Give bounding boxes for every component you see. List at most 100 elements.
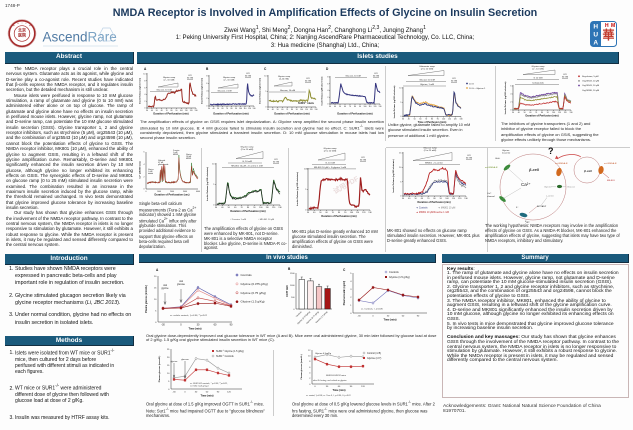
svg-text:0: 0 [184,392,186,394]
svg-text:70: 70 [425,119,427,121]
svg-text:Insulin Release (ng/islet·min): Insulin Release (ng/islet·min) [139,78,142,105]
svg-text:(2 to 25 mM): (2 to 25 mM) [424,149,437,152]
svg-text:Controls: Controls [241,273,253,277]
svg-text:A: A [144,67,147,71]
svg-text:40: 40 [272,109,274,111]
svg-text:H: H [605,23,609,29]
svg-text:5: 5 [155,310,157,312]
svg-text:130: 130 [570,112,573,114]
svg-text:2: 2 [309,378,311,380]
svg-text:0: 0 [309,384,311,386]
svg-text:6: 6 [327,83,328,85]
svg-text:30: 30 [326,386,329,388]
svg-text:華: 華 [602,27,614,42]
svg-text:80: 80 [541,112,543,114]
svg-text:Duration of Perifusation (min): Duration of Perifusation (min) [274,113,309,116]
svg-text:120: 120 [310,109,313,111]
svg-text:K⁺: K⁺ [516,206,519,209]
svg-text:KCl: KCl [374,73,378,75]
svg-text:120: 120 [190,110,193,112]
svg-text:Glucose, 10 mM: Glucose, 10 mM [280,90,295,92]
svg-text:KCl: KCl [188,75,192,77]
svg-text:SUR1-/- islets: SUR1-/- islets [298,101,315,105]
svg-text:Glycine ramp: Glycine ramp [532,65,546,68]
svg-text:120: 120 [227,392,231,394]
svg-text:50: 50 [524,112,526,114]
svg-text:1000: 1000 [290,285,295,287]
svg-text:120: 120 [272,207,276,209]
svg-text:G, 10 mM: G, 10 mM [242,161,252,163]
svg-text:60: 60 [206,392,209,394]
svg-text:4: 4 [309,373,311,375]
svg-text:50: 50 [319,212,322,214]
svg-text:Glycine ramp: Glycine ramp [223,76,236,79]
svg-text:Glucose ramp: Glucose ramp [423,147,437,150]
svg-text:Org24598, 10 μM: Org24598, 10 μM [582,89,599,92]
svg-text:30: 30 [387,316,390,318]
svg-text:60: 60 [421,198,424,200]
svg-text:Duration of Perifusation (min): Duration of Perifusation (min) [153,113,188,116]
svg-text:6: 6 [206,83,207,85]
svg-text:oral: oral [163,284,167,287]
svg-text:50: 50 [277,109,279,111]
svg-text:0: 0 [213,205,215,207]
svg-text:Glucose, 4 mM: Glucose, 4 mM [218,91,232,93]
svg-text:30: 30 [146,110,148,112]
svg-text:D: D [326,67,329,71]
svg-text:60: 60 [529,112,531,114]
svg-text:Insulin Release (ng/120 islets: Insulin Release (ng/120 islets/min) [296,172,299,206]
svg-text:130: 130 [379,106,382,108]
svg-text:Time (min): Time (min) [200,394,213,398]
svg-text:Glycine (n=7): Glycine (n=7) [367,357,381,360]
svg-text:130: 130 [315,109,318,111]
svg-text:80: 80 [338,212,341,214]
svg-text:·: · [14,44,15,46]
svg-text:40: 40 [408,198,411,200]
svg-text:80: 80 [431,119,433,121]
svg-text:30 mM: 30 mM [373,75,380,77]
svg-text:100: 100 [239,108,242,110]
svg-text:110: 110 [452,198,456,200]
svg-text:110: 110 [558,112,561,114]
svg-text:Duration of Perifusation (min): Duration of Perifusation (min) [230,210,265,213]
svg-text:30 mM: 30 mM [562,76,569,78]
svg-text:Duration of Perifusation (min): Duration of Perifusation (min) [337,113,372,116]
svg-text:0: 0 [400,196,402,198]
svg-text:▲ MK801 10 μM/D-serine 1 mM: ▲ MK801 10 μM/D-serine 1 mM [416,211,449,214]
svg-text:AscendRare: AscendRare [43,30,117,45]
svg-text:0.1 μM: 0.1 μM [158,162,164,164]
svg-text:90: 90 [344,212,347,214]
svg-text:70: 70 [166,110,168,112]
svg-text:Glucose, 10 mM: Glucose, 10 mM [156,90,171,92]
svg-text:10: 10 [308,356,311,358]
svg-text:0: 0 [510,110,511,112]
svg-text:50: 50 [339,106,341,108]
svg-text:glucose: glucose [177,284,186,286]
svg-text:2: 2 [144,176,145,178]
svg-text:Duration of Perifusation (min): Duration of Perifusation (min) [321,215,356,218]
svg-text:10: 10 [399,88,401,90]
svg-text:A: A [156,268,159,272]
svg-text:10: 10 [154,299,157,301]
svg-text:70: 70 [240,207,243,209]
svg-text:Insulin Release (ng/islet·min): Insulin Release (ng/islet·min) [259,78,262,105]
svg-text:80: 80 [354,106,356,108]
svg-text:◆: ◆ [29,24,31,27]
svg-text:B: B [206,67,209,71]
svg-text:MK801: MK801 [186,158,191,160]
svg-text:40: 40 [334,106,336,108]
svg-text:Ca²⁺: Ca²⁺ [487,192,492,195]
svg-text:1: 1 [350,305,352,307]
svg-text:10: 10 [167,373,170,375]
svg-text:β-cell: β-cell [528,168,540,172]
svg-text:β-cell: β-cell [583,169,592,173]
svg-text:▼ MK801 10 μM: ▼ MK801 10 μM [438,207,455,210]
svg-text:90: 90 [437,119,439,121]
svg-text:100: 100 [364,106,367,108]
svg-text:Org25543, 10 μM: Org25543, 10 μM [582,84,599,87]
svg-text:Time (min): Time (min) [188,327,201,331]
svg-text:vs. control, *p<0.05; vs. Time: vs. control, *p<0.05; vs. Time 0, #, p<0… [306,394,351,397]
svg-text:(2 - 10 mM): (2 - 10 mM) [224,79,235,81]
svg-text:Glycine: Glycine [502,150,510,152]
svg-text:0: 0 [400,116,401,118]
